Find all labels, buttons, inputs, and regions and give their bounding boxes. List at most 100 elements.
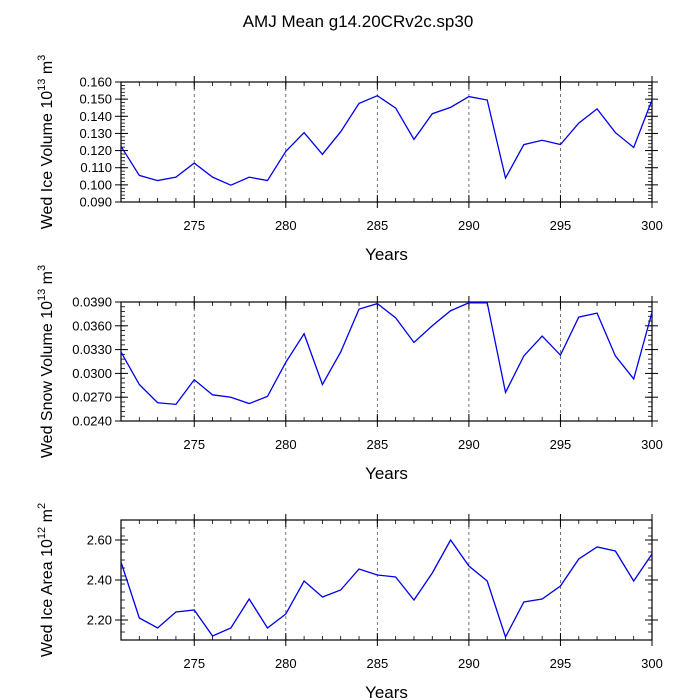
data-point xyxy=(412,341,415,344)
data-point xyxy=(303,580,306,583)
data-point xyxy=(541,598,544,601)
data-point xyxy=(651,99,654,102)
data-point xyxy=(412,138,415,141)
data-point xyxy=(174,611,177,614)
x-tick-label: 290 xyxy=(458,218,480,233)
data-point xyxy=(193,609,196,612)
series-line xyxy=(120,94,653,186)
data-point xyxy=(339,589,342,592)
data-point xyxy=(156,401,159,404)
x-tick-label: 275 xyxy=(183,656,205,671)
y-axis-label: Wed Snow Volume 1013 m3 xyxy=(36,265,56,458)
data-point xyxy=(303,131,306,134)
data-point xyxy=(632,580,635,583)
data-point xyxy=(449,309,452,312)
x-tick-label: 275 xyxy=(183,437,205,452)
plot-frame xyxy=(120,81,653,203)
data-point xyxy=(229,396,232,399)
data-point xyxy=(522,601,525,604)
x-tick-label: 300 xyxy=(641,437,663,452)
data-point xyxy=(467,95,470,98)
data-point xyxy=(651,553,654,556)
data-point xyxy=(248,402,251,405)
x-tick-label: 275 xyxy=(183,218,205,233)
x-tick-label: 280 xyxy=(275,218,297,233)
data-point xyxy=(596,107,599,110)
data-point xyxy=(211,176,214,179)
data-point xyxy=(394,316,397,319)
data-point xyxy=(632,377,635,380)
data-point xyxy=(577,316,580,319)
x-tick-label: 300 xyxy=(641,656,663,671)
data-point xyxy=(394,576,397,579)
data-point xyxy=(174,403,177,406)
panel-3: 275 280 285 290 295 300 2.20 2.40 2.60 Years Wed I… xyxy=(36,503,663,700)
data-point xyxy=(120,561,123,564)
y-tick-label: 0.0360 xyxy=(72,318,112,333)
data-point xyxy=(303,332,306,335)
data-point xyxy=(431,572,434,575)
data-point xyxy=(449,539,452,542)
data-point xyxy=(541,139,544,142)
data-point xyxy=(467,301,470,304)
x-tick-label: 295 xyxy=(550,437,572,452)
data-point xyxy=(174,176,177,179)
data-point xyxy=(193,378,196,381)
data-point xyxy=(120,350,123,353)
x-tick-label: 285 xyxy=(366,656,388,671)
data-point xyxy=(522,143,525,146)
x-tick-label: 280 xyxy=(275,656,297,671)
y-tick-label: 0.110 xyxy=(80,160,112,175)
panel-1: 275 280 285 290 295 300 0.090 0.100 0.110 0.120 0.… xyxy=(36,55,663,264)
data-point xyxy=(138,383,141,386)
y-tick-label: 2.60 xyxy=(87,533,112,548)
y-tick-label: 0.0390 xyxy=(72,295,112,310)
data-point xyxy=(596,546,599,549)
data-point xyxy=(358,102,361,105)
y-tick-label: 0.0330 xyxy=(72,342,112,357)
data-point xyxy=(522,354,525,357)
data-point xyxy=(339,130,342,133)
data-point xyxy=(339,350,342,353)
x-tick-label: 285 xyxy=(366,437,388,452)
data-point xyxy=(504,636,507,639)
data-point xyxy=(394,107,397,110)
data-point xyxy=(120,145,123,148)
data-point xyxy=(138,174,141,177)
x-tick-label: 300 xyxy=(641,218,663,233)
y-tick-label: 0.0300 xyxy=(72,366,112,381)
data-point xyxy=(266,179,269,182)
data-point xyxy=(596,312,599,315)
data-point xyxy=(266,395,269,398)
x-tick-label: 290 xyxy=(458,656,480,671)
data-point xyxy=(248,176,251,179)
data-point xyxy=(486,301,489,304)
data-point xyxy=(284,150,287,153)
data-point xyxy=(467,565,470,568)
x-axis-label: Years xyxy=(365,683,408,700)
x-tick-label: 295 xyxy=(550,656,572,671)
y-tick-label: 0.130 xyxy=(79,126,112,141)
x-axis-label: Years xyxy=(365,245,408,264)
data-point xyxy=(614,550,617,553)
chart-panels: 275 280 285 290 295 300 0.090 0.100 0.110 0.120 0.… xyxy=(36,55,663,700)
data-point xyxy=(559,143,562,146)
y-axis-label: Wed Ice Area 1012 m2 xyxy=(36,503,56,657)
data-point xyxy=(266,627,269,630)
data-point xyxy=(431,324,434,327)
data-point xyxy=(412,599,415,602)
y-tick-label: 0.0240 xyxy=(72,414,112,429)
data-point xyxy=(376,574,379,577)
data-point xyxy=(651,311,654,314)
data-point xyxy=(321,596,324,599)
y-tick-label: 0.100 xyxy=(79,177,112,192)
data-point xyxy=(321,153,324,156)
data-point xyxy=(541,335,544,338)
chart-title: AMJ Mean g14.20CRv2c.sp30 xyxy=(243,12,474,31)
data-point xyxy=(376,94,379,97)
y-tick-label: 0.120 xyxy=(79,143,112,158)
data-point xyxy=(504,177,507,180)
data-point xyxy=(284,361,287,364)
data-point xyxy=(284,613,287,616)
data-point xyxy=(614,354,617,357)
